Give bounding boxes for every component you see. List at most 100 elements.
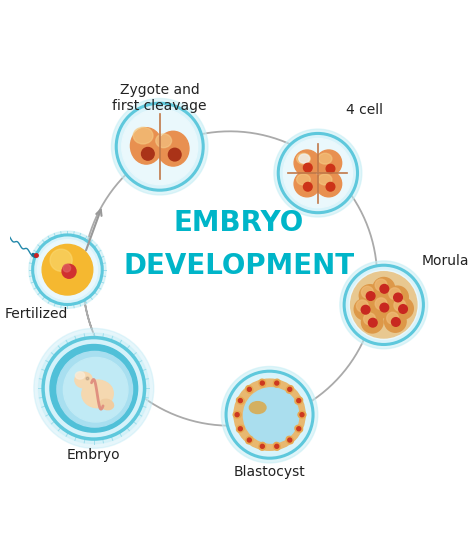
Text: Fertilized: Fertilized xyxy=(5,307,68,321)
Ellipse shape xyxy=(273,442,280,450)
Circle shape xyxy=(168,148,181,161)
Circle shape xyxy=(380,303,389,312)
Circle shape xyxy=(351,272,417,338)
Circle shape xyxy=(344,265,423,344)
Circle shape xyxy=(366,292,375,300)
Circle shape xyxy=(384,311,406,332)
Circle shape xyxy=(394,293,402,302)
Circle shape xyxy=(389,288,401,300)
Circle shape xyxy=(356,300,368,312)
Circle shape xyxy=(288,387,292,392)
Circle shape xyxy=(244,388,299,443)
Circle shape xyxy=(375,298,387,310)
Ellipse shape xyxy=(318,153,332,164)
Circle shape xyxy=(387,312,399,324)
Ellipse shape xyxy=(32,253,36,257)
Circle shape xyxy=(283,139,353,208)
Text: Embryo: Embryo xyxy=(67,448,120,462)
Circle shape xyxy=(297,427,301,431)
Circle shape xyxy=(392,317,400,326)
Circle shape xyxy=(247,438,251,442)
Text: 4 cell: 4 cell xyxy=(346,102,383,117)
Circle shape xyxy=(274,129,362,217)
Circle shape xyxy=(288,438,292,442)
Ellipse shape xyxy=(316,171,342,197)
Circle shape xyxy=(340,261,428,349)
Circle shape xyxy=(362,311,383,333)
Ellipse shape xyxy=(294,150,320,176)
Circle shape xyxy=(29,231,106,309)
Circle shape xyxy=(300,413,304,417)
Ellipse shape xyxy=(246,385,253,393)
Circle shape xyxy=(235,413,239,417)
Text: EMBRYO: EMBRYO xyxy=(173,209,304,237)
Ellipse shape xyxy=(316,150,342,176)
Circle shape xyxy=(278,134,357,213)
Ellipse shape xyxy=(294,171,320,197)
Ellipse shape xyxy=(299,154,310,163)
Ellipse shape xyxy=(259,379,266,387)
Circle shape xyxy=(373,296,394,318)
Circle shape xyxy=(42,245,93,295)
Circle shape xyxy=(375,279,387,291)
Circle shape xyxy=(260,381,264,385)
Circle shape xyxy=(260,444,264,448)
Circle shape xyxy=(359,285,381,306)
Ellipse shape xyxy=(295,426,302,432)
Circle shape xyxy=(297,399,301,403)
Ellipse shape xyxy=(100,399,114,410)
Circle shape xyxy=(111,99,208,195)
Circle shape xyxy=(247,387,251,392)
Circle shape xyxy=(62,265,76,278)
Ellipse shape xyxy=(233,411,241,418)
Circle shape xyxy=(57,351,133,427)
Circle shape xyxy=(399,305,407,314)
Circle shape xyxy=(303,163,312,172)
Circle shape xyxy=(361,305,370,314)
Ellipse shape xyxy=(133,128,153,144)
Ellipse shape xyxy=(82,380,113,408)
Circle shape xyxy=(38,333,149,444)
Ellipse shape xyxy=(89,382,113,402)
Text: DEVELOPMENT: DEVELOPMENT xyxy=(123,252,355,280)
Circle shape xyxy=(33,235,102,305)
Circle shape xyxy=(326,164,335,173)
Circle shape xyxy=(43,338,145,439)
Text: Morula: Morula xyxy=(421,254,469,268)
Ellipse shape xyxy=(130,128,162,164)
Circle shape xyxy=(394,299,406,311)
Ellipse shape xyxy=(237,397,244,404)
Circle shape xyxy=(50,345,137,432)
Circle shape xyxy=(238,399,242,403)
Ellipse shape xyxy=(295,397,302,404)
Circle shape xyxy=(34,329,154,448)
Circle shape xyxy=(275,381,279,385)
Circle shape xyxy=(234,379,305,450)
Circle shape xyxy=(364,313,375,325)
Ellipse shape xyxy=(286,385,293,393)
Circle shape xyxy=(326,183,335,191)
Text: Zygote and
first cleavage: Zygote and first cleavage xyxy=(112,83,207,113)
Circle shape xyxy=(37,240,98,300)
Circle shape xyxy=(116,103,203,190)
Ellipse shape xyxy=(298,411,306,418)
Circle shape xyxy=(368,319,377,327)
Ellipse shape xyxy=(273,379,280,387)
Circle shape xyxy=(387,286,408,308)
Circle shape xyxy=(232,377,308,453)
Circle shape xyxy=(303,183,312,191)
Circle shape xyxy=(238,427,242,431)
Ellipse shape xyxy=(297,153,310,164)
Circle shape xyxy=(380,285,389,293)
Circle shape xyxy=(362,286,374,298)
Ellipse shape xyxy=(297,174,310,185)
Ellipse shape xyxy=(246,436,253,444)
Circle shape xyxy=(354,299,376,320)
Circle shape xyxy=(373,277,394,299)
Text: Blastocyst: Blastocyst xyxy=(234,465,305,479)
Ellipse shape xyxy=(156,134,172,148)
Ellipse shape xyxy=(237,426,244,432)
Circle shape xyxy=(50,249,72,271)
Circle shape xyxy=(392,297,413,319)
Circle shape xyxy=(63,265,71,272)
